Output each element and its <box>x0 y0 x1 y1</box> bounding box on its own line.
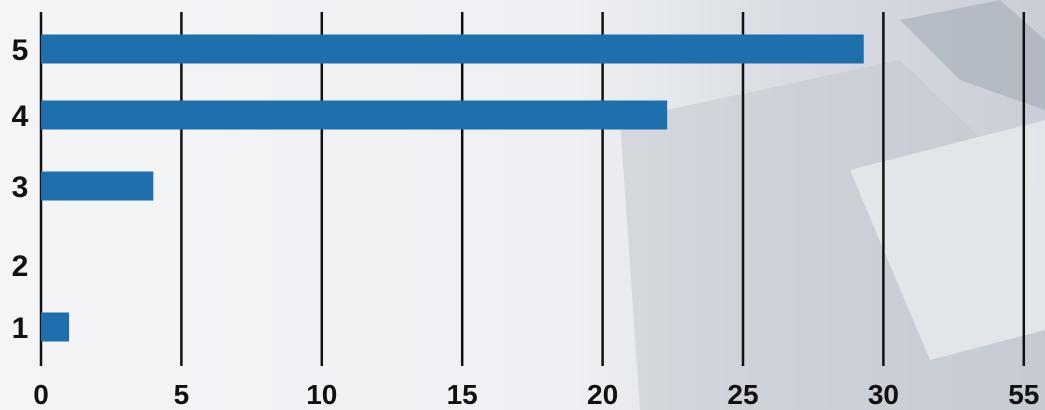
x-tick-label-10: 10 <box>306 379 337 410</box>
x-tick-label-30: 30 <box>868 379 899 410</box>
bar-5 <box>41 34 864 64</box>
x-tick-label-25: 25 <box>727 379 758 410</box>
x-tick-label-20: 20 <box>587 379 618 410</box>
x-tick-label-15: 15 <box>447 379 478 410</box>
y-tick-label-4: 4 <box>12 100 29 133</box>
y-tick-label-1: 1 <box>12 312 29 345</box>
x-tick-labels: 0 5 10 15 20 25 30 55 <box>33 379 1039 410</box>
y-tick-label-2: 2 <box>12 250 29 283</box>
bar-4 <box>41 100 668 130</box>
x-tick-label-5: 5 <box>174 379 190 410</box>
y-tick-label-5: 5 <box>12 34 29 67</box>
x-tick-label-0: 0 <box>33 379 49 410</box>
bar-3 <box>41 171 154 201</box>
bar-1 <box>41 312 70 342</box>
y-tick-label-3: 3 <box>12 171 29 204</box>
gridlines <box>39 12 1026 366</box>
x-tick-label-55: 55 <box>1008 379 1039 410</box>
bars <box>41 34 864 342</box>
y-tick-labels: 1 2 3 4 5 <box>12 34 29 345</box>
